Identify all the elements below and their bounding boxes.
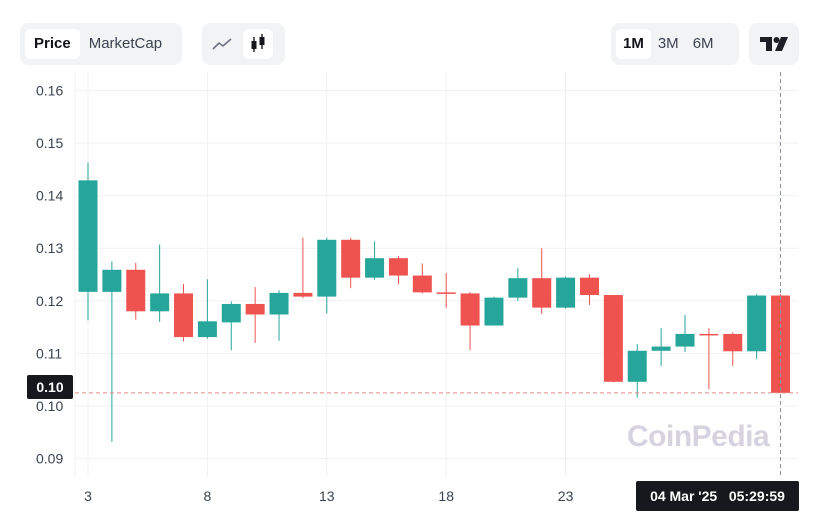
candle-up [78, 180, 98, 292]
y-tick-label: 0.10 [36, 398, 63, 414]
x-tick-label: 8 [204, 488, 212, 504]
y-tick-label: 0.15 [36, 135, 63, 151]
crosshair-time: 05:29:59 [728, 488, 785, 504]
candle-up [197, 321, 217, 338]
crosshair-time-label: 04 Mar '25 05:29:59 [636, 481, 799, 511]
marketcap-tab[interactable]: MarketCap [88, 35, 163, 52]
candle-down [412, 275, 432, 293]
range-1m-button[interactable]: 1M [616, 29, 651, 59]
candle-down [460, 293, 480, 326]
candle-up [484, 297, 504, 326]
crosshair-date: 04 Mar '25 [650, 488, 718, 504]
crosshair-price-label: 0.10 [27, 375, 73, 399]
tradingview-logo-icon[interactable] [749, 23, 799, 65]
candle-down [603, 295, 623, 382]
candle-down [245, 303, 265, 315]
y-tick-label: 0.16 [36, 82, 63, 98]
x-tick-label: 13 [319, 488, 335, 504]
range-toggle: 1M 3M 6M [611, 23, 739, 65]
candle-up [269, 292, 289, 315]
x-tick-label: 18 [438, 488, 454, 504]
candle-up [556, 277, 576, 308]
candle-down [174, 293, 194, 338]
candle-up [365, 258, 385, 278]
x-tick-label: 23 [558, 488, 574, 504]
candle-up [651, 346, 671, 351]
candlestick-icon[interactable] [243, 29, 273, 59]
candle-down [293, 292, 313, 297]
candle-down [341, 239, 361, 278]
y-tick-label: 0.11 [36, 345, 62, 361]
candle-down [579, 277, 599, 296]
candle-up [747, 295, 767, 352]
candle-down [388, 258, 408, 276]
candle-down [723, 333, 743, 352]
candle-up [102, 269, 122, 292]
y-tick-label: 0.13 [36, 240, 63, 256]
candle-up [317, 239, 337, 297]
range-3m-button[interactable]: 3M [657, 35, 679, 52]
coinpedia-watermark: CoinPedia [627, 420, 770, 453]
y-tick-label: 0.12 [36, 293, 63, 309]
candle-down [532, 278, 552, 308]
candle-up [627, 350, 647, 382]
candle-up [675, 333, 695, 347]
candle-down [436, 292, 456, 294]
candle-up [150, 293, 170, 312]
candle-down [699, 333, 719, 336]
candle-down [771, 295, 791, 393]
y-tick-label: 0.09 [36, 451, 63, 467]
line-chart-icon[interactable] [207, 29, 237, 59]
chart-type-toggle [202, 23, 285, 65]
range-6m-button[interactable]: 6M [692, 35, 714, 52]
candle-up [221, 303, 241, 323]
price-marketcap-toggle: Price MarketCap [20, 23, 182, 65]
price-tab[interactable]: Price [25, 29, 80, 59]
y-tick-label: 0.14 [36, 188, 63, 204]
candle-down [126, 269, 146, 312]
x-tick-label: 3 [84, 488, 92, 504]
candle-up [508, 278, 528, 298]
